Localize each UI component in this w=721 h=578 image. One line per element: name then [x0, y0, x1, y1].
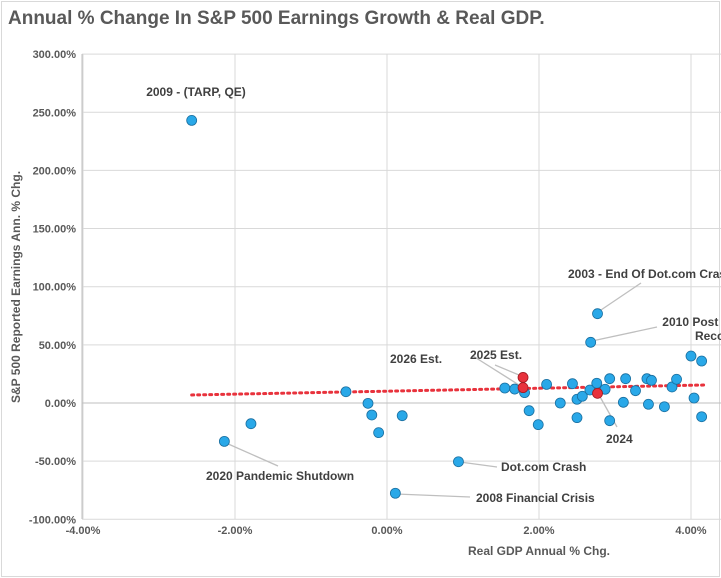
y-tick-label: 0.00% [45, 398, 76, 410]
data-point [604, 415, 616, 427]
data-point [576, 390, 588, 402]
data-point [591, 377, 603, 389]
y-tick-label: 50.00% [39, 340, 77, 352]
data-point [685, 350, 697, 362]
data-point [617, 396, 629, 408]
leader-2025 [494, 364, 520, 376]
chart-title: Annual % Change In S&P 500 Earnings Grow… [8, 8, 545, 29]
x-axis-title: Real GDP Annual % Chg. [468, 544, 610, 558]
data-point [186, 114, 198, 126]
data-point [373, 427, 385, 439]
highlight-point [517, 372, 529, 383]
data-point [688, 392, 700, 404]
data-point [567, 378, 578, 390]
x-tick-label: -2.00% [218, 525, 253, 537]
data-point [585, 336, 597, 348]
leader-2008 [395, 493, 471, 498]
annotation-2008: 2008 Financial Crisis [476, 491, 595, 505]
data-point [659, 401, 670, 413]
trendline [190, 383, 708, 397]
data-point [604, 373, 616, 385]
data-point [366, 409, 378, 421]
data-point [218, 435, 230, 447]
data-point [396, 410, 408, 422]
annotation-2024: 2024 [606, 432, 633, 446]
data-point [696, 355, 708, 367]
y-tick-label: 250.00% [33, 107, 77, 119]
data-point [646, 374, 657, 386]
x-tick-label: 4.00% [675, 525, 706, 537]
data-point [523, 405, 535, 417]
x-tick-label: 0.00% [371, 525, 402, 537]
data-point [554, 397, 566, 409]
data-point [671, 373, 682, 385]
y-tick-label: 150.00% [33, 224, 77, 236]
leader-2010 [591, 326, 658, 342]
y-tick-label: 300.00% [33, 49, 77, 61]
leader-dotcom [459, 461, 498, 468]
data-point [499, 382, 511, 394]
data-point [389, 487, 401, 499]
y-tick-label: 200.00% [33, 165, 77, 177]
data-point [696, 411, 708, 423]
data-point [643, 398, 654, 410]
highlight-point [517, 382, 529, 394]
data-point [245, 418, 257, 430]
data-point [630, 385, 641, 397]
y-axis-title: S&P 500 Reported Earnings Ann. % Chg. [9, 171, 23, 403]
tick-labels: -4.00% -2.00% 0.00% 2.00% 4.00% 300.00% 250.00… [29, 49, 707, 537]
data-points [186, 114, 708, 499]
leader-2026 [472, 355, 520, 386]
gridlines [81, 53, 721, 520]
data-point [620, 373, 632, 385]
data-point [340, 386, 352, 398]
annotation-2026: 2026 Est. [390, 352, 442, 366]
x-tick-label: -4.00% [66, 525, 101, 537]
annotation-dotcom: Dot.com Crash [501, 460, 586, 474]
y-tick-label: 100.00% [33, 282, 77, 294]
annotation-2020: 2020 Pandemic Shutdown [206, 469, 354, 483]
data-point [541, 378, 552, 390]
highlight-point [592, 387, 603, 399]
annotation-2010-line1: 2010 Post Recession [662, 315, 721, 329]
annotation-2025: 2025 Est. [470, 348, 522, 362]
y-tick-label: -50.00% [35, 456, 76, 468]
data-point [532, 419, 544, 431]
annotation-2010-line2: Recovery [695, 329, 721, 343]
annotation-2003: 2003 - End Of Dot.com Crash [568, 267, 721, 281]
data-point [571, 412, 583, 424]
y-tick-label: -100.00% [29, 514, 76, 526]
leader-2003 [597, 282, 642, 313]
annotation-2009: 2009 - (TARP, QE) [146, 85, 246, 99]
data-point [592, 308, 603, 320]
data-point [362, 397, 374, 409]
data-point [453, 456, 464, 468]
leader-2020 [225, 442, 279, 467]
x-tick-label: 2.00% [523, 525, 554, 537]
